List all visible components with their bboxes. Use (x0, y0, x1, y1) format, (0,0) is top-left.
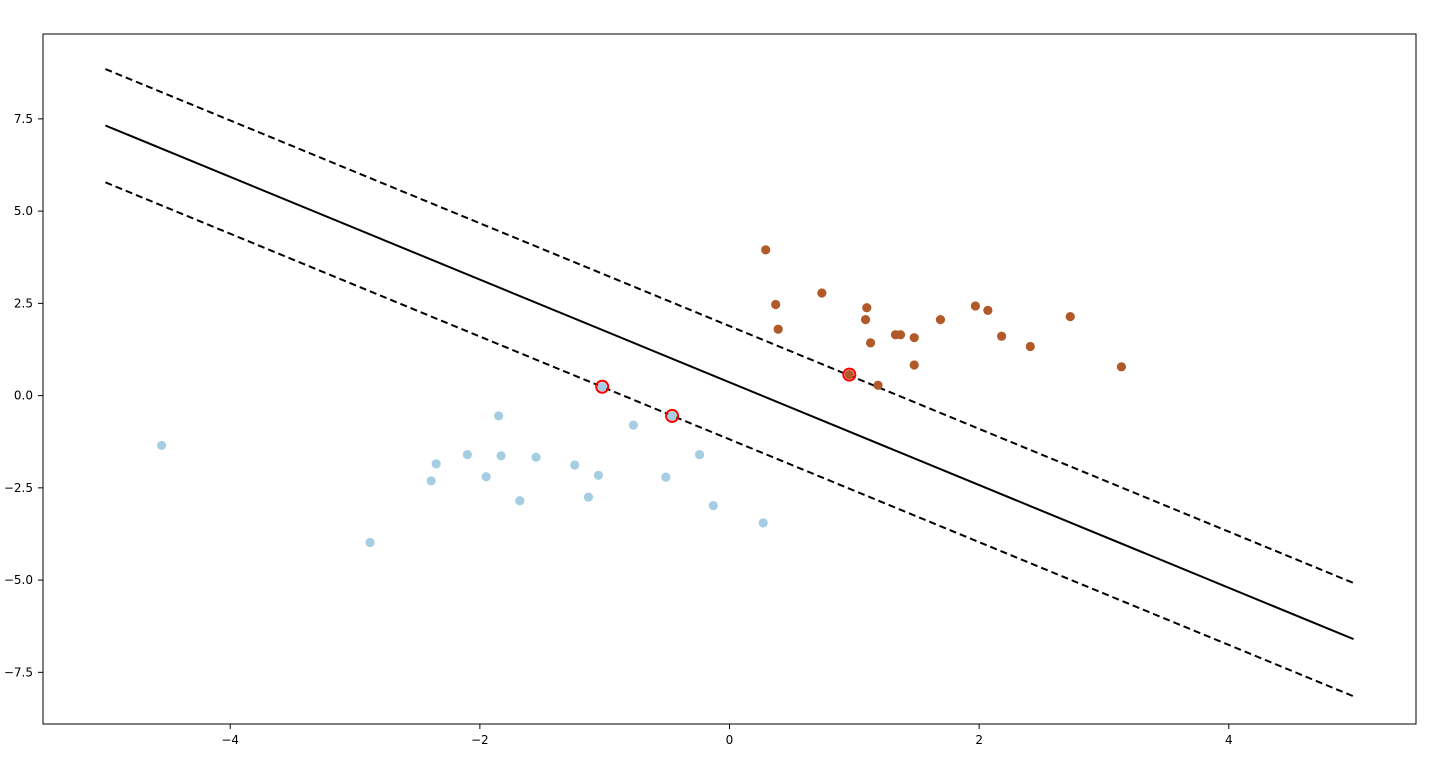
class-0-point-8 (515, 496, 525, 506)
class-0-point-16 (667, 411, 677, 421)
decision-boundary-line (105, 124, 1354, 641)
class-0-point-11 (583, 492, 594, 502)
class-0-point-6 (493, 411, 504, 421)
support-vector-marker-0 (595, 379, 610, 394)
x-tick-label-1: −2 (471, 733, 489, 747)
x-tick-label-2: 0 (726, 733, 734, 747)
class-0-point-18 (708, 500, 718, 511)
class-1-point-17 (1025, 341, 1035, 352)
class-0-point-4 (462, 450, 472, 460)
class-0-point-14 (628, 420, 638, 430)
class-1-point-5 (860, 314, 871, 325)
class-1-point-14 (970, 301, 980, 311)
class-1-point-15 (983, 305, 993, 315)
class-1-point-0 (761, 245, 771, 255)
y-tick-label-1: 5.0 (14, 204, 33, 218)
class-1-point-2 (773, 324, 783, 334)
class-1-point-19 (1116, 362, 1127, 372)
class-1-point-10 (895, 330, 906, 340)
class-1-point-8 (873, 380, 883, 390)
class-1-point-6 (862, 303, 872, 313)
class-0-point-1 (365, 537, 375, 548)
class-1-point-7 (865, 338, 876, 348)
class-1-point-12 (909, 360, 919, 370)
class-1-point-13 (935, 314, 946, 325)
data-points (156, 245, 1127, 548)
class-0-point-3 (426, 476, 436, 486)
x-tick-label-4: 4 (1225, 733, 1233, 747)
class-0-point-10 (570, 460, 580, 470)
class-0-point-12 (593, 470, 604, 480)
class-0-point-5 (481, 472, 491, 482)
y-tick-label-6: −7.5 (4, 665, 33, 679)
x-tick-label-0: −4 (221, 733, 239, 747)
class-1-point-18 (1065, 312, 1075, 322)
axes: −4 −2 0 2 4 7.5 5.0 2.5 0.0 −2.5 −5.0 −7.5 (4, 33, 1417, 747)
class-1-point-11 (909, 333, 919, 343)
class-0-point-15 (661, 472, 671, 482)
class-1-point-3 (817, 288, 827, 298)
y-tick-label-2: 2.5 (14, 296, 33, 310)
support-vector-marker-2 (842, 367, 857, 382)
class-0-point-17 (694, 450, 705, 460)
class-0-point-13 (597, 382, 607, 392)
class-1-point-4 (844, 369, 854, 380)
y-tick-label-3: 0.0 (14, 389, 33, 403)
class-0-point-19 (758, 518, 768, 528)
margin-line-0 (105, 68, 1354, 584)
support-vector-marker-1 (665, 408, 680, 423)
class-0-point-7 (496, 451, 506, 461)
margin-line-2 (105, 181, 1354, 698)
margin-lines (105, 68, 1354, 698)
y-tick-label-4: −2.5 (4, 481, 33, 495)
y-tick-label-5: −5.0 (4, 573, 33, 587)
support-vectors (595, 367, 857, 423)
class-0-point-2 (431, 459, 441, 469)
class-0-point-9 (531, 452, 541, 462)
y-tick-label-0: 7.5 (14, 112, 33, 126)
class-1-point-1 (771, 299, 781, 310)
class-0-point-0 (156, 440, 167, 451)
class-1-point-16 (997, 331, 1007, 341)
x-tick-label-3: 2 (975, 733, 983, 747)
